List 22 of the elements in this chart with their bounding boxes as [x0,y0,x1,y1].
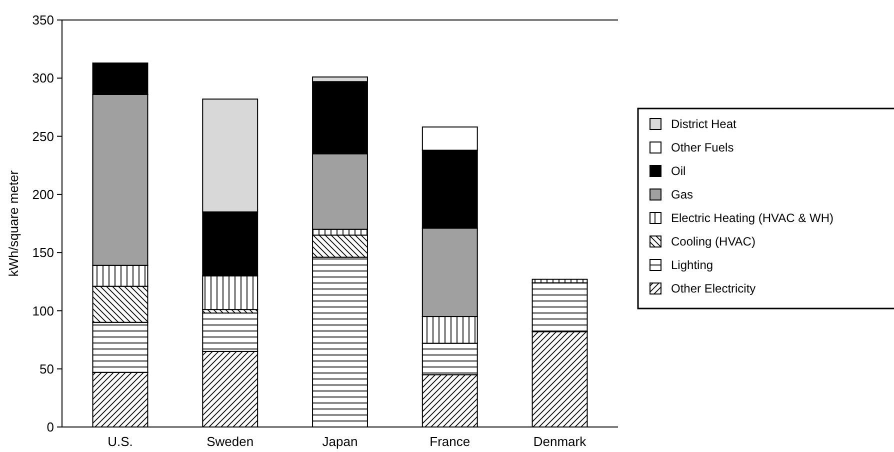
legend-label: Cooling (HVAC) [671,234,756,249]
y-axis-title: kWh/square meter [6,170,21,277]
x-tick-label: Japan [322,434,358,449]
x-tick-label: France [430,434,470,449]
legend-label: Electric Heating (HVAC & WH) [671,211,834,226]
y-tick-label: 0 [46,420,54,435]
x-tick-label: U.S. [108,434,133,449]
legend-label: Oil [671,164,686,178]
y-tick-label: 100 [32,303,54,318]
legend-label: Gas [671,188,694,202]
y-tick-label: 350 [32,12,54,28]
x-tick-label: Sweden [206,434,254,449]
y-tick-label: 300 [32,70,54,86]
y-tick-label: 150 [32,245,54,260]
legend-label: Lighting [671,258,714,272]
legend-label: Other Electricity [671,282,756,296]
legend-label: District Heat [671,117,738,132]
y-tick-label: 250 [32,128,54,144]
y-tick-label: 200 [32,186,54,202]
y-tick-label: 50 [40,361,54,376]
legend-label: Other Fuels [671,140,734,155]
x-tick-label: Denmark [533,434,587,449]
